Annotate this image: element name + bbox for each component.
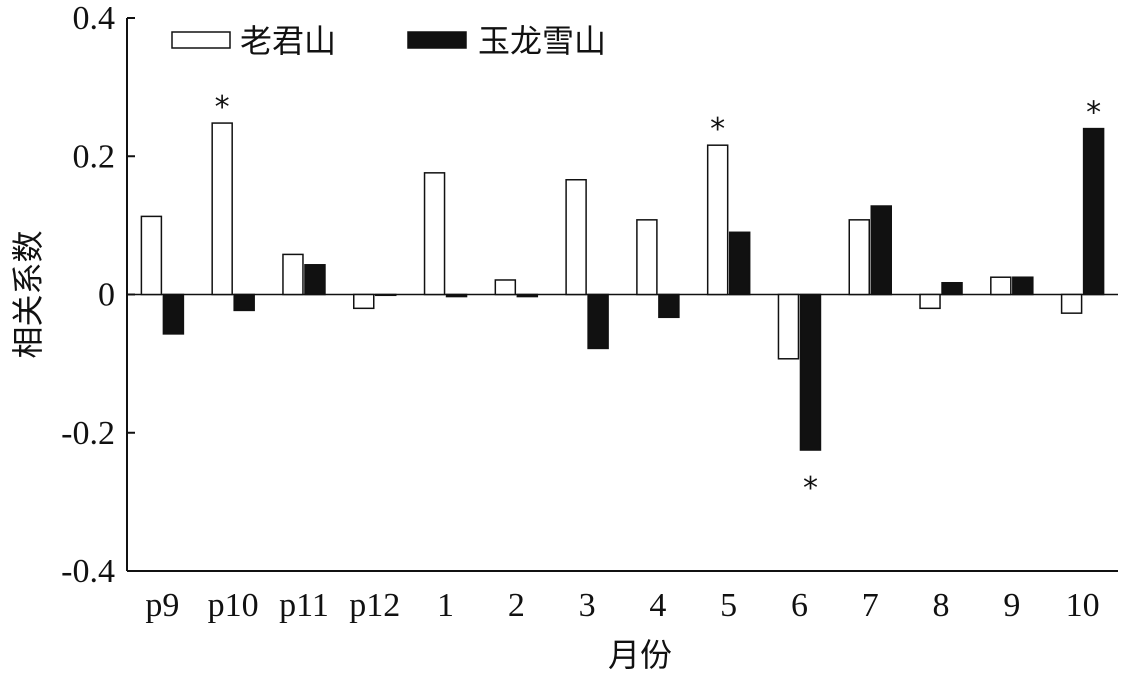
bar-laojunshan <box>423 172 446 296</box>
bar-yulongxueshan <box>304 264 326 296</box>
bar-laojunshan <box>353 293 375 310</box>
bar-yulongxueshan <box>658 293 680 319</box>
bar-laojunshan <box>1060 293 1083 314</box>
bar-laojunshan <box>777 293 800 360</box>
bar-yulongxueshan <box>162 293 185 335</box>
y-ticks: 0.4 0.2 0 -0.2 -0.4 <box>61 0 135 590</box>
x-tick-label: 2 <box>508 587 525 624</box>
legend-label-yulongxueshan: 玉龙雪山 <box>478 22 606 60</box>
significance-star: * <box>710 112 725 147</box>
x-tick-label: p12 <box>349 587 400 624</box>
bar-yulongxueshan <box>587 293 609 350</box>
x-tick-label: p10 <box>208 587 259 624</box>
bar-yulongxueshan <box>870 205 892 296</box>
significance-markers: * * * * <box>215 90 1101 506</box>
x-tick-label: 1 <box>437 587 454 624</box>
x-tick-label: 7 <box>862 587 879 624</box>
legend-swatch-yulongxueshan <box>407 31 467 49</box>
bar-yulongxueshan <box>728 231 751 296</box>
axes <box>126 18 1118 572</box>
bar-yulongxueshan <box>516 293 539 298</box>
bars <box>140 122 1105 451</box>
bar-yulongxueshan <box>799 293 822 451</box>
legend-label-laojunshan: 老君山 <box>240 22 336 60</box>
bar-laojunshan <box>211 122 233 296</box>
bar-laojunshan <box>706 144 729 296</box>
y-tick-label: 0.4 <box>73 0 116 37</box>
x-tick-label: 5 <box>720 587 737 624</box>
bar-yulongxueshan <box>941 281 963 296</box>
x-tick-label: 10 <box>1066 587 1100 624</box>
x-tick-label: 4 <box>649 587 666 624</box>
bar-laojunshan <box>848 219 870 296</box>
significance-star: * <box>215 90 230 125</box>
x-ticks: p9 p10 p11 p12 1 2 3 4 5 6 7 8 9 10 <box>145 587 1099 624</box>
y-tick-label: -0.4 <box>61 553 115 590</box>
y-axis-title: 相关系数 <box>9 230 47 358</box>
bar-laojunshan <box>565 179 587 296</box>
x-tick-label: p11 <box>279 587 329 624</box>
bar-laojunshan <box>494 279 517 296</box>
x-tick-label: p9 <box>145 587 179 624</box>
x-axis-title: 月份 <box>608 636 672 673</box>
significance-star: * <box>1086 96 1101 131</box>
y-tick-label: -0.2 <box>61 415 115 452</box>
x-tick-label: 3 <box>579 587 596 624</box>
x-tick-label: 6 <box>791 587 808 624</box>
bar-laojunshan <box>636 219 658 296</box>
bar-yulongxueshan <box>445 293 468 298</box>
significance-star: * <box>803 471 818 506</box>
x-tick-label: 9 <box>1003 587 1020 624</box>
bar-laojunshan <box>919 293 941 310</box>
x-tick-label: 8 <box>933 587 950 624</box>
y-tick-label: 0.2 <box>73 138 116 175</box>
bar-laojunshan <box>282 253 304 296</box>
legend: 老君山 玉龙雪山 <box>171 22 606 60</box>
y-tick-label: 0 <box>98 277 115 314</box>
legend-swatch-laojunshan <box>171 31 231 49</box>
bar-yulongxueshan <box>1082 127 1105 296</box>
bar-yulongxueshan <box>375 293 397 297</box>
bar-yulongxueshan <box>233 293 255 312</box>
bar-yulongxueshan <box>1012 276 1034 296</box>
bar-laojunshan <box>140 215 163 296</box>
bar-laojunshan <box>990 276 1012 296</box>
